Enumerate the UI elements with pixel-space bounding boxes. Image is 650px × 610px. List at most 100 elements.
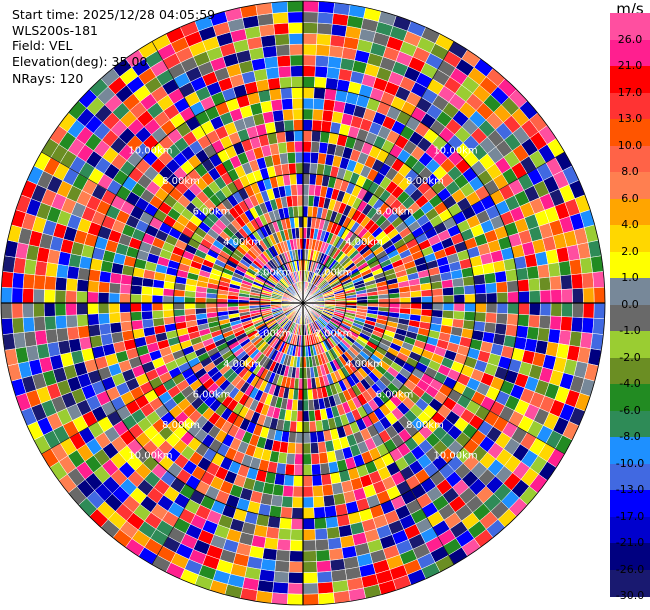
velocity-gate	[302, 507, 315, 519]
velocity-gate	[141, 310, 154, 321]
velocity-gate	[302, 194, 309, 207]
velocity-gate	[528, 302, 541, 316]
velocity-gate	[538, 315, 551, 330]
velocity-gate	[453, 302, 466, 312]
colorbar-tick-label: 4.0	[621, 218, 639, 231]
velocity-gate	[65, 277, 78, 292]
velocity-gate	[310, 151, 320, 164]
velocity-gate	[494, 323, 508, 336]
azimuth-spoke	[151, 302, 304, 565]
velocity-gate	[539, 289, 552, 304]
velocity-gate	[302, 184, 310, 196]
velocity-gate	[410, 296, 422, 304]
velocity-gate	[331, 482, 344, 496]
velocity-gate	[272, 109, 285, 123]
velocity-gate	[33, 288, 45, 304]
velocity-gate	[581, 317, 595, 334]
velocity-gate	[495, 312, 508, 325]
velocity-gate	[286, 151, 296, 164]
velocity-gate	[307, 388, 314, 401]
velocity-gate	[528, 314, 541, 329]
velocity-gate	[289, 550, 304, 563]
velocity-gate	[561, 288, 573, 304]
velocity-gate	[494, 270, 508, 283]
velocity-gate	[289, 173, 298, 186]
velocity-gate	[471, 264, 485, 277]
velocity-gate	[282, 108, 294, 121]
velocity-gate	[270, 98, 283, 112]
range-ring-label: 10.00km	[128, 451, 172, 462]
nrays-text: NRays: 120	[12, 71, 84, 86]
velocity-gate	[311, 463, 322, 476]
velocity-gate	[289, 43, 304, 56]
colorbar-segment	[610, 13, 650, 41]
velocity-gate	[290, 65, 304, 78]
velocity-gate	[442, 310, 455, 320]
velocity-gate	[275, 549, 291, 562]
colorbar-tick-label: -8.0	[619, 430, 641, 443]
velocity-gate	[267, 515, 281, 529]
velocity-gate	[76, 302, 88, 316]
velocity-gate	[286, 593, 304, 606]
velocity-gate	[302, 432, 311, 444]
velocity-gate	[260, 100, 273, 114]
range-ring-label: 10.00km	[433, 145, 477, 156]
velocity-gate	[388, 292, 401, 299]
velocity-gate	[151, 286, 164, 296]
colorbar-segment	[610, 569, 650, 597]
range-ring-label: 4.00km	[223, 237, 261, 248]
velocity-gate	[570, 273, 584, 290]
velocity-gate	[482, 262, 496, 275]
velocity-gate	[378, 298, 390, 304]
velocity-gate	[151, 302, 164, 312]
velocity-gate	[292, 205, 299, 218]
velocity-gate	[23, 330, 37, 348]
colorbar-segment	[610, 92, 650, 120]
velocity-gate	[195, 307, 207, 315]
range-ring-label: 4.00km	[223, 359, 261, 370]
colorbar-tick-label: 17.0	[617, 85, 643, 99]
velocity-gate	[151, 294, 164, 304]
velocity-gate	[279, 76, 292, 89]
velocity-gate	[65, 290, 78, 304]
velocity-gate	[332, 579, 349, 593]
velocity-gate	[505, 269, 518, 282]
velocity-gate	[582, 302, 595, 319]
velocity-gate	[108, 302, 121, 314]
velocity-gate	[378, 302, 390, 308]
velocity-gate	[302, 388, 309, 401]
colorbar-tick-label: 8.0	[621, 165, 639, 178]
velocity-gate	[55, 276, 68, 291]
velocity-gate	[474, 311, 487, 323]
colorbar-tick-label: 2.0	[621, 244, 639, 258]
colorbar-tick-label: -2.0	[619, 350, 641, 364]
velocity-gate	[315, 55, 330, 68]
velocity-gate	[327, 537, 343, 550]
velocity-gate	[302, 485, 314, 498]
velocity-gate	[283, 119, 295, 132]
velocity-gate	[265, 526, 280, 540]
velocity-gate	[302, 108, 314, 121]
velocity-gate	[302, 475, 313, 487]
velocity-gate	[22, 316, 36, 333]
velocity-gate	[329, 558, 346, 572]
velocity-gate	[141, 318, 155, 329]
velocity-gate	[323, 98, 336, 112]
velocity-gate	[485, 282, 498, 294]
range-ring-label: 4.00km	[345, 359, 383, 370]
velocity-gate	[302, 140, 312, 153]
velocity-gate	[329, 471, 342, 485]
velocity-gate	[280, 163, 290, 176]
colorbar-segment	[610, 331, 650, 359]
velocity-gate	[296, 410, 304, 422]
velocity-gate	[297, 194, 304, 207]
velocity-gate	[475, 293, 487, 304]
velocity-gate	[298, 216, 304, 228]
velocity-gate	[292, 485, 304, 498]
velocity-gate	[162, 295, 174, 304]
velocity-gate	[66, 265, 80, 280]
velocity-gate	[11, 317, 25, 334]
velocity-gate	[294, 151, 304, 164]
velocity-gate	[108, 292, 121, 304]
velocity-gate	[276, 55, 291, 68]
